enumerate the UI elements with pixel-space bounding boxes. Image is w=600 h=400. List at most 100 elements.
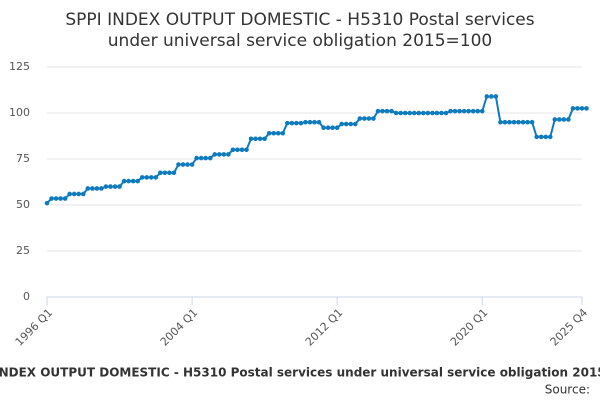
point: [176, 162, 181, 167]
point: [353, 121, 358, 127]
point: [85, 186, 91, 191]
point: [275, 130, 281, 136]
point: [421, 110, 426, 116]
series-line: [46, 95, 587, 204]
point: [489, 94, 494, 99]
point: [230, 147, 236, 153]
point: [94, 186, 100, 191]
point: [325, 125, 331, 131]
point: [439, 110, 444, 116]
point: [579, 106, 585, 111]
point: [53, 196, 59, 201]
point: [520, 119, 526, 125]
y-tick-label: 0: [23, 290, 30, 303]
point: [126, 178, 131, 184]
point: [257, 136, 263, 142]
point: [357, 116, 363, 121]
point: [461, 108, 467, 114]
point: [189, 162, 195, 167]
point: [475, 108, 481, 114]
point: [194, 155, 199, 161]
point: [411, 110, 417, 116]
point: [561, 117, 567, 122]
point: [534, 134, 539, 140]
source: Source:: [545, 383, 590, 397]
point: [566, 117, 571, 122]
point: [312, 119, 317, 125]
point: [470, 108, 476, 114]
x-tick-label: 2025 Q4: [548, 306, 591, 349]
point: [575, 106, 580, 111]
point: [262, 136, 267, 142]
point: [58, 196, 63, 201]
x-tick-label: 2012 Q1: [303, 306, 346, 349]
point: [529, 119, 535, 125]
point: [44, 200, 50, 206]
point: [226, 152, 231, 157]
x-tick-label: 2020 Q1: [448, 306, 491, 349]
point: [466, 108, 471, 114]
point: [502, 119, 508, 125]
point: [484, 94, 490, 99]
point: [180, 162, 186, 167]
point: [393, 110, 399, 116]
point: [321, 125, 326, 131]
point: [158, 170, 163, 176]
point: [103, 184, 109, 189]
point: [448, 108, 453, 114]
point: [552, 117, 558, 122]
point: [334, 125, 340, 131]
point: [235, 147, 240, 153]
point: [498, 119, 503, 125]
y-tick-label: 75: [16, 152, 30, 165]
point: [294, 120, 299, 126]
point: [248, 136, 254, 142]
y-tick-label: 25: [16, 244, 30, 257]
point: [167, 170, 172, 176]
point: [112, 184, 118, 189]
point: [244, 147, 249, 153]
point: [389, 108, 394, 114]
point: [375, 108, 381, 114]
point: [253, 136, 258, 142]
point: [221, 152, 227, 157]
point: [153, 175, 159, 180]
point: [330, 125, 335, 131]
point: [284, 120, 290, 126]
point: [239, 147, 245, 153]
y-tick-label: 50: [16, 198, 30, 211]
point: [402, 110, 408, 116]
point: [289, 120, 295, 126]
point: [316, 119, 322, 125]
point: [584, 106, 589, 111]
point: [135, 178, 140, 184]
point: [67, 191, 72, 197]
y-tick-label: 100: [9, 106, 30, 119]
point: [507, 119, 512, 125]
point: [457, 108, 462, 114]
point: [416, 110, 422, 116]
point: [280, 130, 286, 136]
point: [430, 110, 435, 116]
point: [139, 175, 145, 180]
point: [171, 170, 177, 176]
point: [271, 130, 276, 136]
point: [511, 119, 517, 125]
point: [99, 186, 104, 191]
point: [371, 116, 376, 121]
point: [425, 110, 431, 116]
point: [148, 175, 154, 180]
point: [557, 117, 562, 122]
point: [121, 178, 127, 184]
point: [380, 108, 385, 114]
x-tick-label: 2004 Q1: [158, 306, 201, 349]
chart-title: under universal service obligation 2015=…: [108, 31, 492, 51]
point: [443, 110, 449, 116]
point: [130, 178, 136, 184]
point: [303, 119, 308, 125]
point: [266, 130, 272, 136]
point: [407, 110, 413, 116]
point: [76, 191, 82, 197]
point: [452, 108, 458, 114]
point: [298, 120, 304, 126]
